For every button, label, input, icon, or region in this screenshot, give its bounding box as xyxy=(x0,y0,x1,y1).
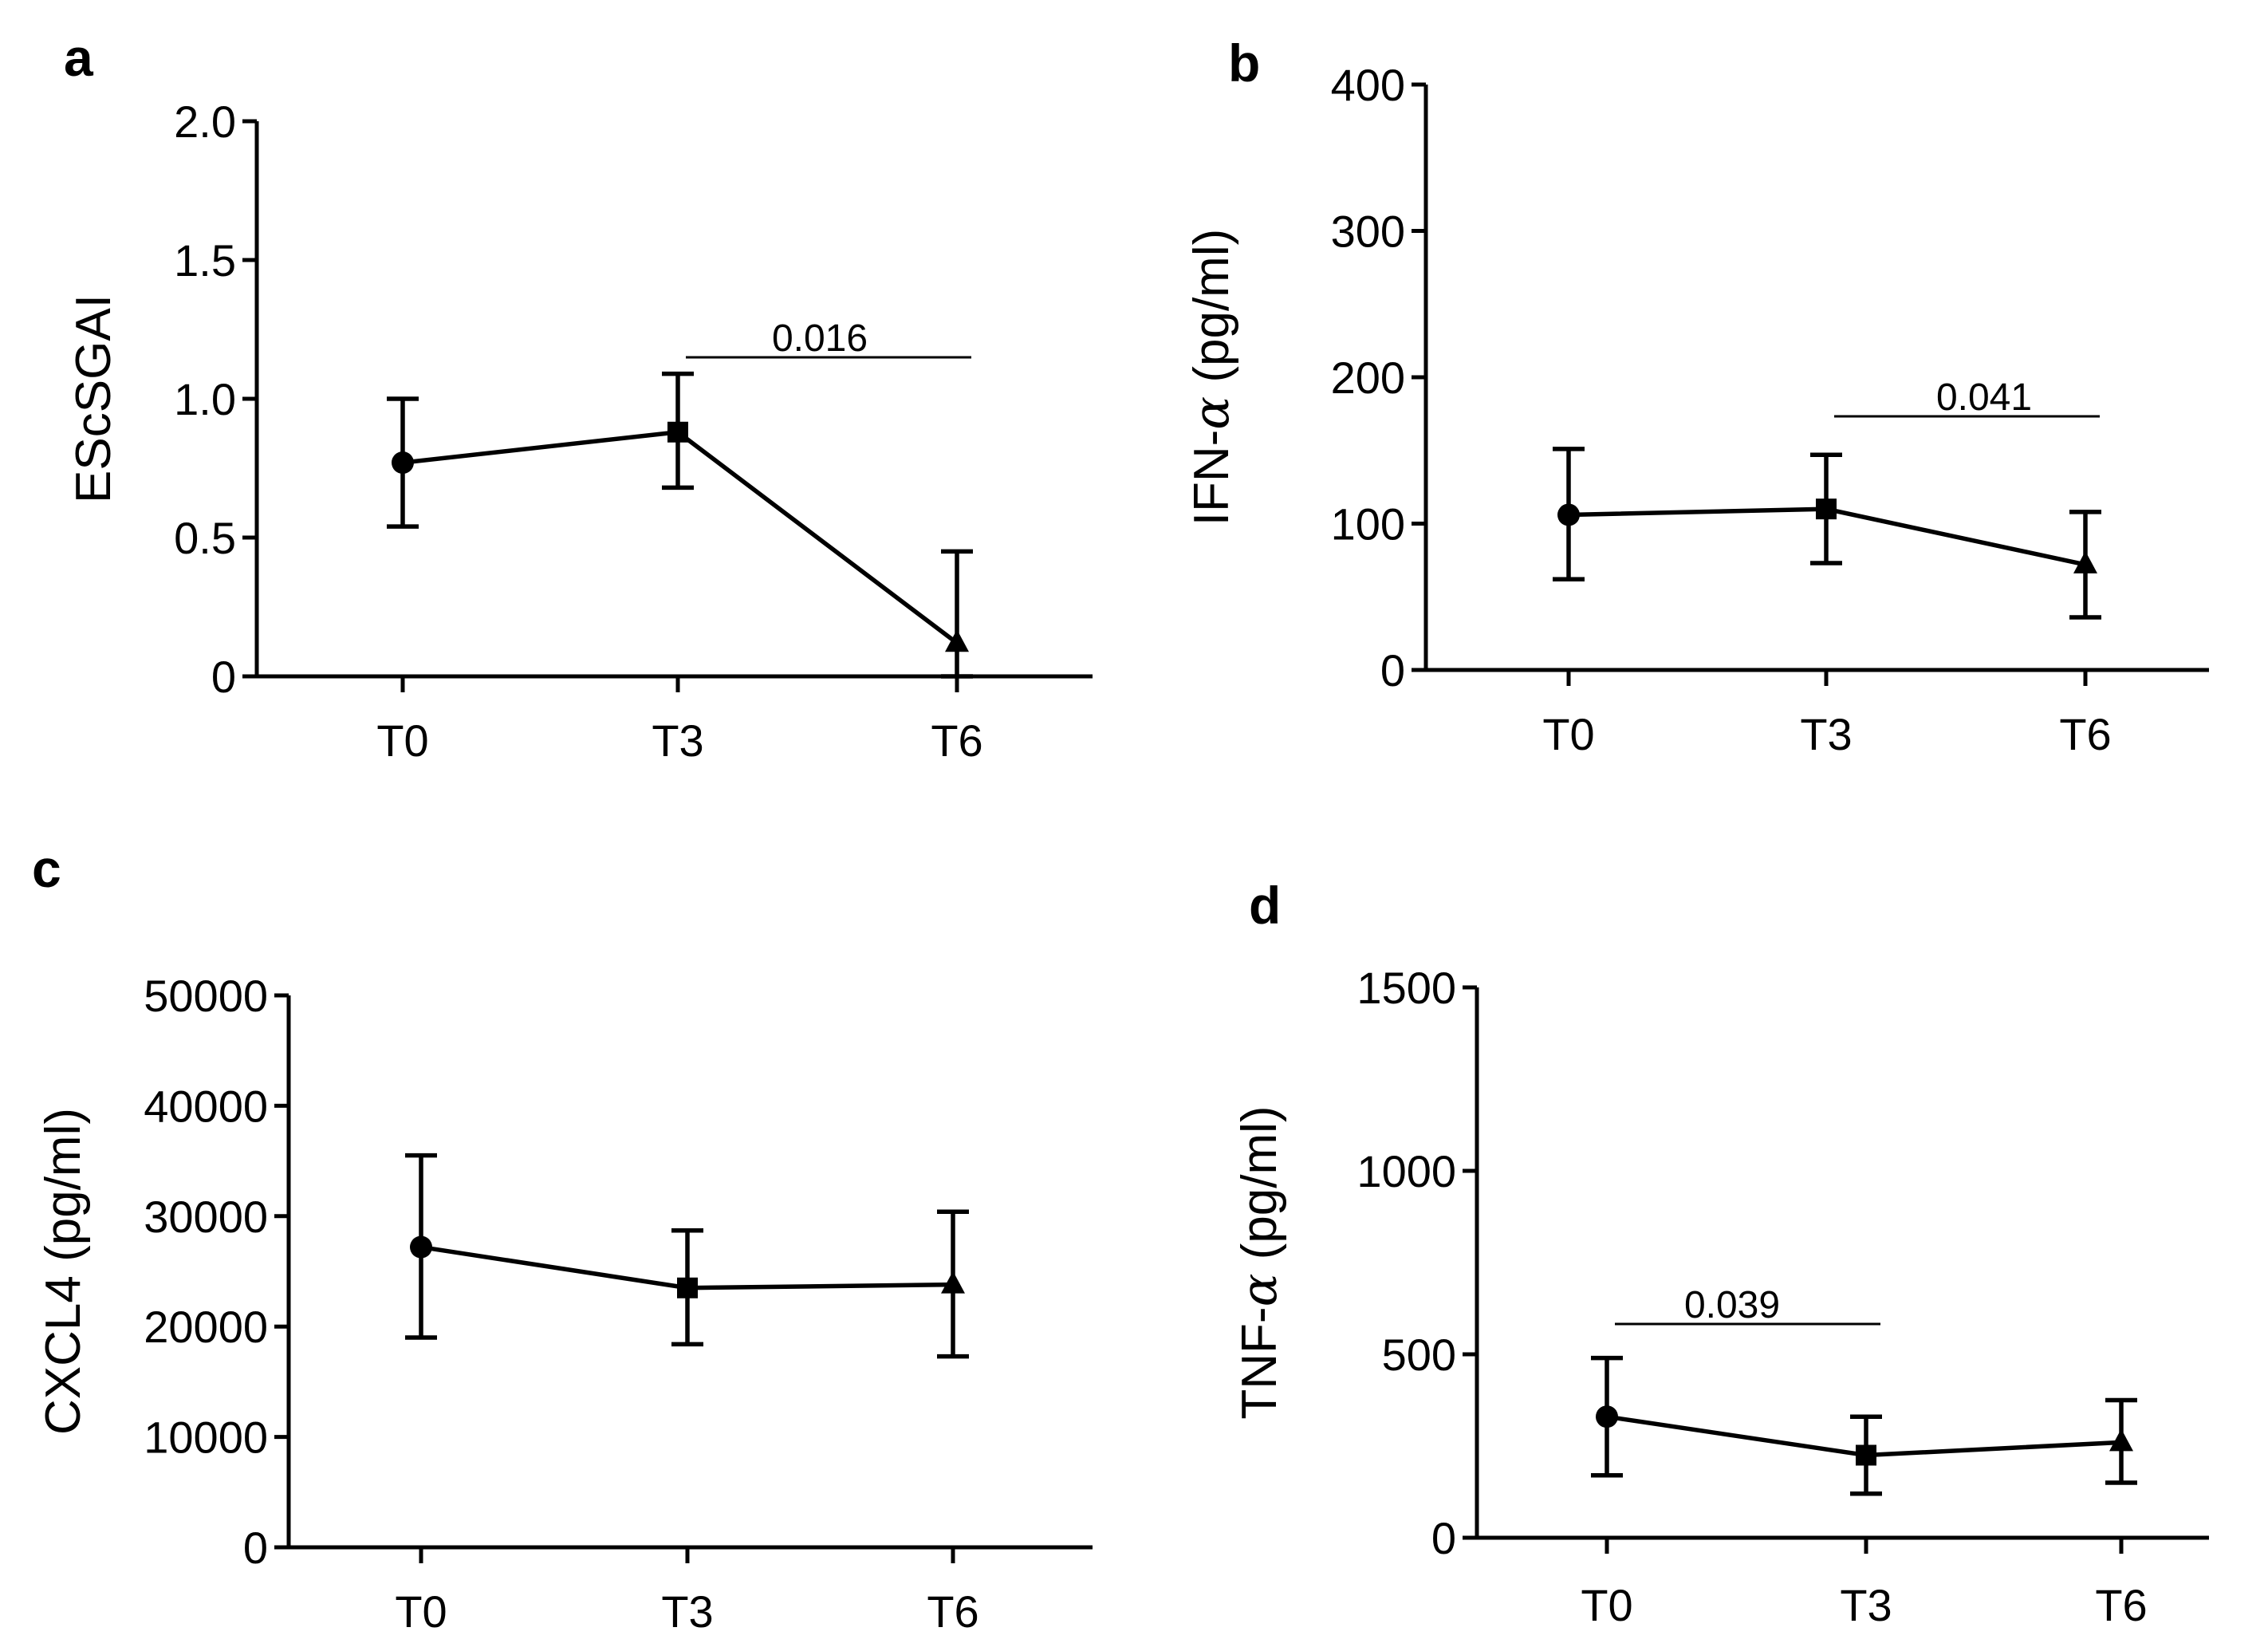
data-point-T0 xyxy=(392,451,414,475)
y-tick-label: 50000 xyxy=(144,971,268,1021)
y-tick-label: 40000 xyxy=(144,1081,268,1131)
data-point-T6 xyxy=(2109,1428,2133,1452)
data-point-T3 xyxy=(677,1277,698,1298)
significance-label: 0.039 xyxy=(1684,1284,1780,1326)
y-tick-label: 30000 xyxy=(144,1192,268,1242)
significance-label: 0.041 xyxy=(1936,376,2032,419)
y-axis-title: IFN-α (pg/ml) xyxy=(1182,229,1240,526)
panel-label-b: b xyxy=(1228,33,1260,93)
chart-panel-c: c 0 10000 20000 30000 40000 50000 T0 T3 T6 CXCL4 (… xyxy=(32,839,1093,1637)
x-tick-label: T0 xyxy=(395,1586,447,1637)
y-axis-title: TNF-α (pg/ml) xyxy=(1230,1105,1288,1419)
x-tick-label: T3 xyxy=(1800,709,1852,759)
data-point-T3 xyxy=(667,421,688,443)
y-tick-label: 200 xyxy=(1331,353,1405,403)
panel-label-a: a xyxy=(64,28,94,87)
y-tick-label: 0 xyxy=(1380,645,1405,695)
y-tick-label: 0 xyxy=(243,1523,268,1573)
significance-label: 0.016 xyxy=(772,317,868,360)
x-tick-label: T6 xyxy=(2059,709,2111,759)
y-tick-label: 1.5 xyxy=(174,235,236,286)
x-tick-label: T0 xyxy=(1581,1580,1632,1630)
y-tick-label: 300 xyxy=(1331,207,1405,257)
data-point-T0 xyxy=(410,1235,432,1259)
chart-panel-d: d 0 500 1000 1500 T0 T3 T6 TNF-α (pg/ml) 0.039 xyxy=(1230,876,2209,1630)
y-tick-label: 0 xyxy=(211,652,236,702)
chart-panel-b: b 0 100 200 300 400 T0 T3 T6 IFN-α (pg/ml) 0.041 xyxy=(1182,33,2209,759)
y-tick-label: 0 xyxy=(1431,1513,1456,1563)
y-tick-label: 1000 xyxy=(1356,1146,1456,1196)
panel-label-c: c xyxy=(32,839,61,898)
x-tick-label: T6 xyxy=(2095,1580,2147,1630)
y-tick-label: 20000 xyxy=(144,1302,268,1352)
x-tick-label: T3 xyxy=(1840,1580,1892,1630)
x-tick-label: T3 xyxy=(652,715,703,766)
y-tick-label: 1500 xyxy=(1356,963,1456,1013)
y-axis-title: EScSGAI xyxy=(66,294,121,503)
y-tick-label: 500 xyxy=(1382,1330,1456,1380)
data-point-T6 xyxy=(2073,550,2097,573)
y-tick-label: 1.0 xyxy=(174,374,236,424)
data-point-T0 xyxy=(1596,1405,1618,1428)
y-tick-label: 2.0 xyxy=(174,97,236,147)
data-point-T6 xyxy=(941,1271,965,1294)
chart-panel-a: a 0 0.5 1.0 1.5 2.0 T0 T3 T6 EScSGAI 0.016 xyxy=(64,28,1093,766)
y-tick-label: 10000 xyxy=(144,1413,268,1463)
y-axis-title: CXCL4 (pg/ml) xyxy=(36,1108,91,1435)
x-tick-label: T6 xyxy=(927,1586,978,1637)
x-tick-label: T6 xyxy=(931,715,982,766)
y-tick-label: 0.5 xyxy=(174,513,236,563)
x-tick-label: T0 xyxy=(1542,709,1594,759)
data-point-T3 xyxy=(1856,1444,1876,1466)
data-point-T6 xyxy=(945,629,969,652)
panel-label-d: d xyxy=(1249,876,1281,935)
x-tick-label: T0 xyxy=(376,715,428,766)
y-tick-label: 100 xyxy=(1331,499,1405,550)
x-tick-label: T3 xyxy=(661,1586,713,1637)
data-point-T0 xyxy=(1557,503,1580,526)
y-tick-label: 400 xyxy=(1331,60,1405,110)
data-point-T3 xyxy=(1816,498,1837,520)
